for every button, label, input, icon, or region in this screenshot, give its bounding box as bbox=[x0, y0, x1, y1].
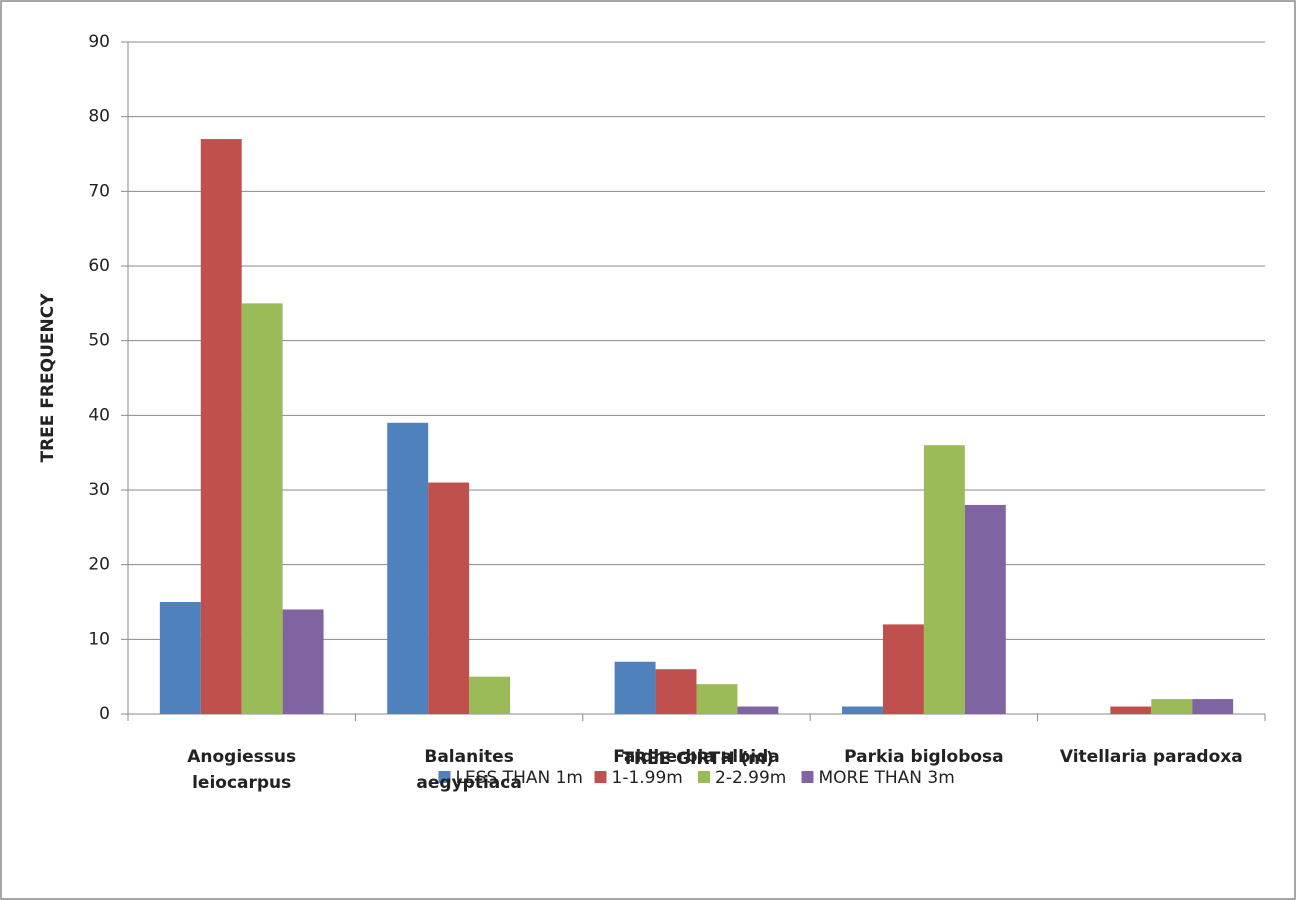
legend-swatch bbox=[438, 771, 451, 783]
bar bbox=[964, 504, 1006, 714]
y-tick-label: 20 bbox=[88, 555, 110, 575]
bar bbox=[282, 609, 324, 714]
bar bbox=[655, 669, 697, 714]
y-tick-label: 10 bbox=[88, 629, 110, 649]
legend-label: 1-1.99m bbox=[612, 768, 683, 788]
y-tick-label: 30 bbox=[88, 480, 110, 500]
bar bbox=[737, 706, 779, 714]
x-axis-title: TREE GIRTH (m) bbox=[622, 749, 773, 769]
bar bbox=[882, 624, 924, 714]
x-tick-label: Balanites aegyptiaca bbox=[416, 747, 522, 793]
y-tick-label: 80 bbox=[88, 107, 110, 127]
bar bbox=[428, 482, 470, 714]
x-tick-label: Faidherbia albida bbox=[613, 747, 780, 767]
y-tick-label: 90 bbox=[88, 32, 110, 52]
bar bbox=[1110, 706, 1152, 714]
bar bbox=[159, 602, 201, 714]
bar bbox=[241, 303, 283, 714]
y-tick-label: 60 bbox=[88, 256, 110, 276]
bar bbox=[696, 684, 738, 714]
y-axis-title: TREE FREQUENCY bbox=[38, 293, 58, 463]
y-tick-label: 50 bbox=[88, 331, 110, 351]
bar bbox=[387, 422, 429, 714]
bar bbox=[200, 139, 242, 715]
bar bbox=[1192, 699, 1234, 714]
legend-label: MORE THAN 3m bbox=[819, 768, 955, 788]
x-tick-label: Anogiessus leiocarpus bbox=[187, 747, 297, 793]
bar bbox=[923, 445, 965, 714]
legend-swatch bbox=[801, 771, 814, 783]
bar bbox=[1151, 699, 1193, 714]
y-tick-label: 0 bbox=[99, 704, 110, 724]
y-tick-label: 70 bbox=[88, 181, 110, 201]
bar bbox=[614, 661, 656, 714]
bar bbox=[469, 676, 511, 714]
legend-swatch bbox=[698, 771, 710, 783]
x-tick-label: Vitellaria paradoxa bbox=[1059, 747, 1243, 767]
legend-label: 2-2.99m bbox=[715, 768, 786, 788]
x-tick-label: Parkia biglobosa bbox=[844, 747, 1004, 767]
legend-swatch bbox=[594, 771, 607, 783]
legend-label: LESS THAN 1m bbox=[456, 768, 584, 788]
bar bbox=[842, 706, 883, 714]
y-tick-label: 40 bbox=[88, 405, 110, 425]
